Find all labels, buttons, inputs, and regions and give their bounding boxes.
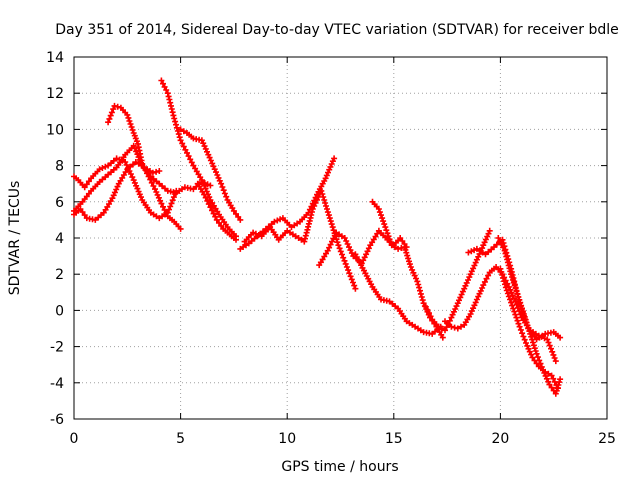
series-line <box>239 157 336 250</box>
series-line <box>160 79 237 238</box>
series-pass-13 <box>422 227 493 334</box>
y-tick-label: 12 <box>46 86 64 102</box>
series-points <box>352 251 444 337</box>
x-tick-label: 0 <box>70 431 79 447</box>
x-axis-label: GPS time / hours <box>281 459 398 475</box>
series-points <box>495 235 564 397</box>
series-points <box>105 102 184 232</box>
series-pass-17 <box>497 265 561 392</box>
series-pass-6 <box>177 126 244 223</box>
series-pass-4 <box>105 102 184 232</box>
series-points <box>497 265 561 392</box>
x-tick-label: 25 <box>598 431 616 447</box>
series-points <box>177 126 244 223</box>
y-tick-label: 10 <box>46 122 64 138</box>
y-tick-label: 0 <box>55 303 64 319</box>
x-tick-label: 10 <box>278 431 296 447</box>
x-tick-label: 5 <box>176 431 185 447</box>
y-tick-label: 8 <box>55 159 64 175</box>
series-pass-7 <box>194 180 239 243</box>
axis-ticks: 0 5 10 15 20 25 -6 -4 -2 0 2 4 6 8 10 12 14 <box>46 50 616 447</box>
y-axis-label: SDTVAR / TECUs <box>7 181 23 296</box>
grid <box>74 57 607 419</box>
y-tick-label: -2 <box>50 340 64 356</box>
y-tick-label: -4 <box>50 376 64 392</box>
series-pass-11 <box>352 251 444 337</box>
series-pass-5 <box>158 77 239 240</box>
series-line <box>354 253 442 335</box>
series-line <box>424 229 491 332</box>
series-pass-16 <box>495 235 564 397</box>
y-tick-label: 2 <box>55 267 64 283</box>
data-series <box>71 77 564 397</box>
series-points <box>158 77 239 240</box>
y-tick-label: 4 <box>55 231 64 247</box>
plot-frame <box>73 56 608 420</box>
chart-title: Day 351 of 2014, Sidereal Day-to-day VTE… <box>55 22 619 38</box>
series-points <box>241 187 359 292</box>
series-points <box>194 180 239 243</box>
x-tick-label: 15 <box>385 431 403 447</box>
y-tick-label: 6 <box>55 195 64 211</box>
y-tick-label: -6 <box>50 412 64 428</box>
y-tick-label: 14 <box>46 50 64 66</box>
series-points <box>71 155 180 222</box>
series-points <box>422 227 493 334</box>
series-pass-9 <box>241 187 359 292</box>
x-tick-label: 20 <box>491 431 509 447</box>
